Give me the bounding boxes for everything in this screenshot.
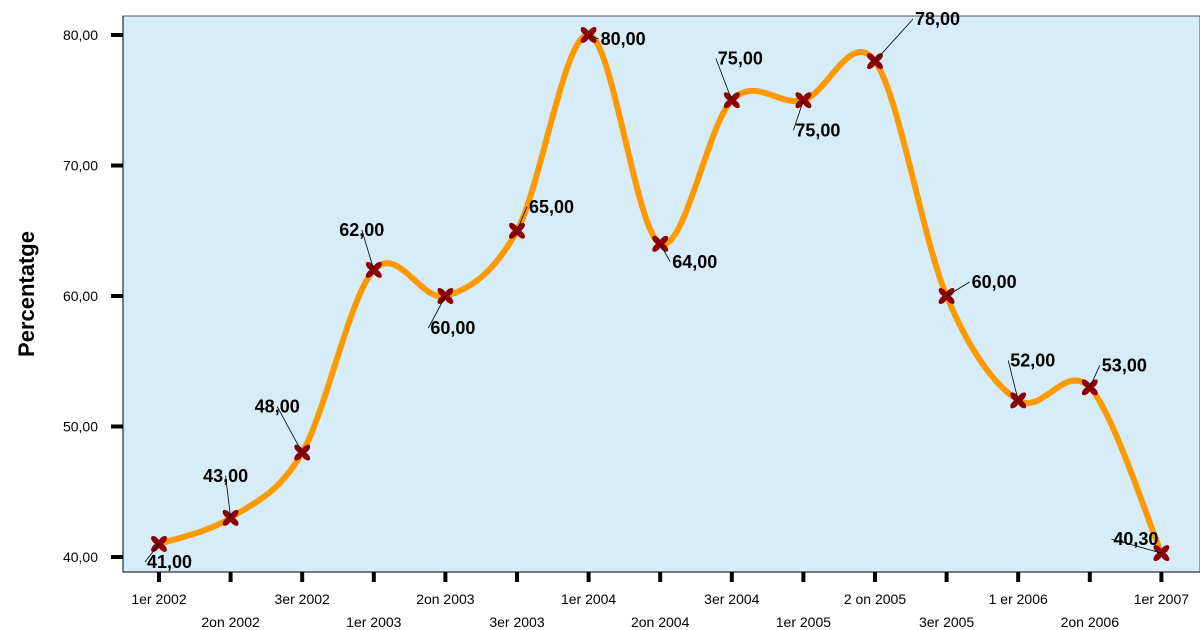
data-label-leader xyxy=(946,281,970,297)
y-axis-title: Percentatge xyxy=(14,231,39,357)
data-label: 41,00 xyxy=(147,552,192,572)
data-label: 75,00 xyxy=(718,48,763,68)
data-label-leader xyxy=(144,543,160,563)
data-label-leader xyxy=(659,243,671,262)
data-label-leader xyxy=(516,206,528,231)
data-label-leader xyxy=(1111,538,1162,554)
data-label: 48,00 xyxy=(255,397,300,417)
data-label-leader xyxy=(276,406,303,453)
data-point-marker xyxy=(652,235,669,252)
data-label: 65,00 xyxy=(529,197,574,217)
data-label: 53,00 xyxy=(1102,355,1147,375)
data-point-marker xyxy=(509,222,525,239)
x-tick-label: 1er 2007 xyxy=(1134,591,1189,607)
data-point-marker xyxy=(1010,392,1027,409)
y-tick-label: 60,00 xyxy=(63,288,98,304)
data-point-marker xyxy=(723,92,740,109)
x-tick-label: 1er 2003 xyxy=(346,614,401,630)
data-labels: 41,00 43,00 48,00 62,00 60,00 65,00 80,00 64,00… xyxy=(144,9,1162,572)
x-tick-label: 1er 2002 xyxy=(131,591,186,607)
x-tick-label: 2on 2004 xyxy=(631,614,690,630)
data-point-marker xyxy=(795,92,812,109)
y-tick-label: 40,00 xyxy=(63,549,98,565)
data-label-leader xyxy=(361,229,375,271)
data-point-marker xyxy=(938,288,955,304)
data-label-leader xyxy=(1007,360,1019,401)
data-label-leader xyxy=(793,100,804,131)
data-label: 60,00 xyxy=(430,318,475,338)
data-label: 62,00 xyxy=(339,220,384,240)
data-label: 80,00 xyxy=(601,29,646,49)
data-label-leader xyxy=(428,295,446,329)
data-label: 64,00 xyxy=(672,252,717,272)
data-label: 60,00 xyxy=(972,272,1017,292)
x-tick-label: 1er 2004 xyxy=(561,591,616,607)
x-tick-label: 3er 2003 xyxy=(489,614,544,630)
x-tick-label: 1 er 2006 xyxy=(989,591,1048,607)
data-label-leader xyxy=(1089,365,1101,388)
y-axis-ticks: 40,00 50,00 60,00 70,00 80,00 xyxy=(63,27,123,565)
data-point-marker xyxy=(437,288,454,304)
data-point-marker xyxy=(294,444,311,461)
data-label: 40,30 xyxy=(1113,529,1158,549)
data-point-marker xyxy=(222,509,239,526)
y-tick-label: 80,00 xyxy=(63,27,98,43)
x-tick-label: 3er 2002 xyxy=(275,591,330,607)
x-tick-label: 3er 2005 xyxy=(919,614,974,630)
y-tick-label: 70,00 xyxy=(63,158,98,174)
x-tick-label: 2on 2002 xyxy=(201,614,260,630)
x-axis-ticks: 1er 2002 2on 2002 3er 2002 1er 2003 2on 2003… xyxy=(131,572,1189,630)
data-point-marker xyxy=(580,27,597,43)
data-label-leader xyxy=(225,475,231,518)
x-tick-label: 2 on 2005 xyxy=(844,591,906,607)
x-tick-label: 3er 2004 xyxy=(704,591,759,607)
x-tick-label: 2on 2006 xyxy=(1061,614,1120,630)
data-label: 43,00 xyxy=(203,466,248,486)
data-label-leader xyxy=(715,58,733,101)
data-point-marker xyxy=(1081,379,1098,396)
data-point-marker xyxy=(1153,545,1170,562)
data-point-marker xyxy=(365,261,382,278)
x-tick-label: 2on 2003 xyxy=(416,591,475,607)
data-label-leader xyxy=(588,34,599,40)
data-label: 78,00 xyxy=(915,9,960,29)
x-tick-label: 1er 2005 xyxy=(776,614,831,630)
y-tick-label: 50,00 xyxy=(63,419,98,435)
plot-area xyxy=(122,15,1200,573)
data-label: 75,00 xyxy=(795,120,840,140)
data-label: 52,00 xyxy=(1010,350,1055,370)
data-label-leader xyxy=(874,18,914,62)
